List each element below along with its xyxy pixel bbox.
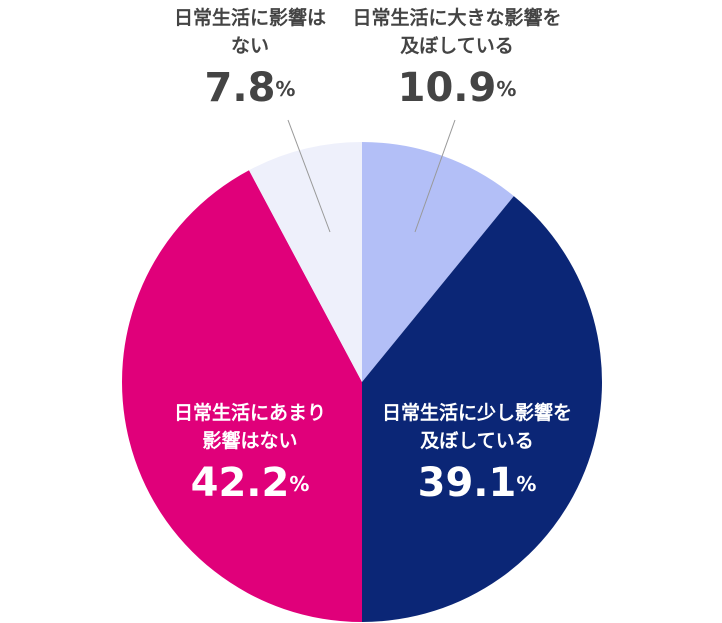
pie-slice [362,196,602,622]
pie-slice [249,142,362,382]
value-label: 7.8% [205,65,296,111]
slice-label: 日常生活にあまり影響はない [174,401,326,452]
slice-label: 日常生活に大きな影響を及ぼしている [352,6,561,57]
value-label: 39.1% [418,460,537,506]
value-label: 42.2% [191,460,310,506]
value-label: 10.9% [398,65,517,111]
slice-label: 日常生活に影響はない [174,6,326,57]
leader-line [287,119,331,233]
pie-slice [362,142,514,382]
slice-label: 日常生活に少し影響を及ぼしている [382,401,572,452]
leader-line [414,119,456,233]
pie-slice [121,170,363,622]
